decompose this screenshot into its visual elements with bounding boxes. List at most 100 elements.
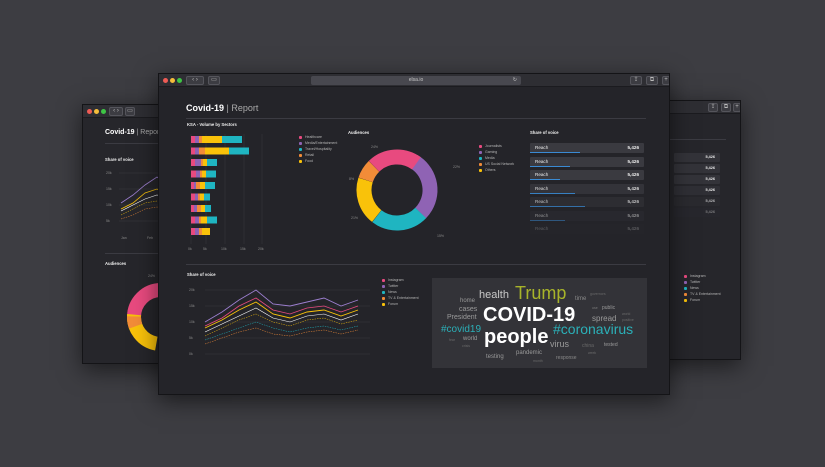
series-line [204,313,359,337]
sov-row[interactable]: Reach 5,426 [530,210,644,221]
window-titlebar: ⇪ ⧉ + [656,101,740,114]
tabs-button[interactable]: ⧉ [646,76,658,85]
slice-label: 15% [437,234,444,238]
series-line [204,297,359,327]
bar-segment [191,228,195,235]
bar-segment [196,182,200,189]
back-forward-buttons[interactable]: ‹ › [109,107,123,116]
sidebar-toggle-button[interactable]: ▭ [208,76,220,85]
sov-chart-legend: Instagram Twitter News TV & Entertainmen… [382,277,419,307]
bar-segment [199,147,205,155]
sov-row[interactable]: Reach 5,426 [530,156,644,167]
tabs-button[interactable]: ⧉ [721,103,731,112]
word-cloud-term: people [484,326,549,348]
sov-row[interactable]: Reach 5,426 [530,224,644,234]
word-cloud-term: Trump [515,283,567,303]
share-button[interactable]: ⇪ [708,103,718,112]
legend-item: Journalists [479,143,514,149]
x-tick: Jan [121,236,127,240]
minimize-window-button[interactable] [170,78,175,83]
x-tick: 10k [221,247,227,251]
sov-row[interactable]: Reach 5,426 [530,170,644,180]
sov-row[interactable]: 5,426 [674,186,720,195]
close-window-button[interactable] [87,109,92,114]
window-titlebar: ‹ › ▭ elsa.io ↻ ⇪ ⧉ + [159,74,669,87]
bar-segment [191,147,195,155]
slice-label: 24% [148,274,155,278]
bar-segment [198,193,200,201]
legend-item: TV & Entertainment [382,295,419,301]
share-button[interactable]: ⇪ [630,76,642,85]
sidebar-toggle-button[interactable]: ▭ [125,107,135,116]
back-forward-buttons[interactable]: ‹ › [186,76,204,85]
legend-item: Retail [299,152,337,158]
sov-row[interactable]: 5,426 [674,153,720,162]
legend-item: Forum [382,301,419,307]
bar-segment [203,159,207,166]
y-tick: 5k [106,219,110,223]
bar-segment [195,216,199,224]
bar-segment [195,193,198,201]
legend-item: Media [479,155,514,161]
word-cloud-term: world [463,336,478,342]
bar-segment [195,136,199,143]
close-window-button[interactable] [163,78,168,83]
bar-segment [202,136,222,143]
sov-line-chart: 20k 15k 10k 5k 0k [189,288,370,356]
word-cloud-term: time [575,296,587,302]
address-text: elsa.io [408,77,424,83]
legend-item: Food [299,158,337,164]
bar-segment [191,193,195,201]
address-bar[interactable]: elsa.io ↻ [311,76,521,85]
audiences-title: Audiences [105,261,127,266]
sov-row[interactable]: Reach 5,426 [530,143,644,153]
app-title: Covid-19 | Report [105,129,162,136]
new-tab-button[interactable]: + [733,103,740,112]
y-tick: 10k [106,203,112,207]
new-tab-button[interactable]: + [662,76,669,85]
sov-row[interactable]: Reach 5,426 [530,197,644,207]
bar-segment [200,170,202,178]
word-cloud-term: crisis [462,344,470,348]
word-cloud-term: positive [622,318,634,322]
sov-chart-title: Share of voice [105,157,134,162]
sov-row[interactable]: 5,426 [674,175,720,184]
reload-icon[interactable]: ↻ [512,77,517,83]
word-cloud-term: spread [592,314,617,323]
title-divider [186,118,646,119]
maximize-window-button[interactable] [101,109,106,114]
audiences-legend: Journalists Gaming Media US Social Netwo… [479,143,514,173]
bar-segment [207,216,217,224]
word-cloud-term: china [582,343,594,349]
audiences-title: Audiences [348,130,370,135]
bar-segment [191,170,196,178]
bar-segment [205,205,211,212]
y-tick: 10k [189,320,195,324]
back-right-legend: Instagram Twitter News TV & Entertainmen… [684,273,721,303]
bar-segment [222,136,242,143]
slice-label: 22% [453,165,460,169]
bar-segment [206,170,216,178]
x-tick: 5k [203,247,207,251]
minimize-window-button[interactable] [94,109,99,114]
sov-row[interactable]: 5,426 [674,197,720,206]
bar-segment [202,170,206,178]
sov-row[interactable]: 5,426 [674,164,720,173]
x-tick: 20k [258,247,264,251]
word-cloud-term: #covid19 [441,324,482,335]
volume-chart-title: KSA - Volume by Sectors [187,122,237,127]
slice-label: 21% [351,216,358,220]
legend-item: Instagram [382,277,419,283]
word-cloud-term: week [588,351,597,355]
bar-segment [202,228,210,235]
sov-row[interactable]: 5,426 [674,208,720,217]
x-tick: 15k [240,247,246,251]
word-cloud-term: virus [550,339,570,349]
word-cloud-term: response [556,355,577,361]
sov-row[interactable]: Reach 5,426 [530,183,644,194]
word-cloud-term: fear [449,338,456,342]
bar-segment [199,136,202,143]
maximize-window-button[interactable] [177,78,182,83]
legend-item: Others [479,167,514,173]
series-line [204,301,359,329]
